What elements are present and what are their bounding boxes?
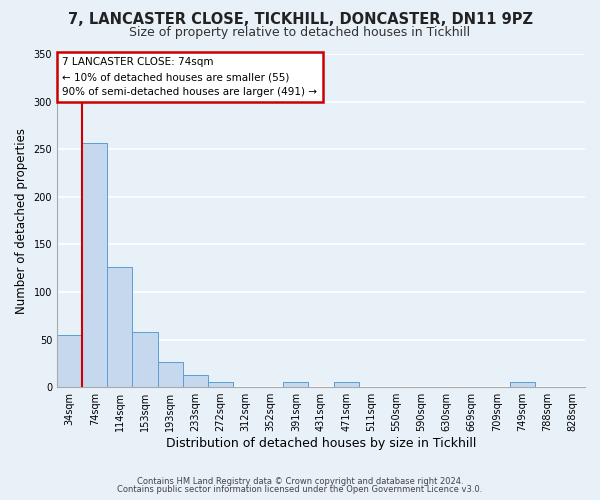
Bar (133, 332, 158, 387)
Text: 7, LANCASTER CLOSE, TICKHILL, DONCASTER, DN11 9PZ: 7, LANCASTER CLOSE, TICKHILL, DONCASTER,… (67, 12, 533, 28)
Bar (334, 382, 359, 387)
Bar (82, 142, 107, 387)
X-axis label: Distribution of detached houses by size in Tickhill: Distribution of detached houses by size … (166, 437, 476, 450)
Bar (57, 334, 82, 387)
Bar (283, 382, 308, 387)
Bar (208, 382, 233, 387)
Text: 7 LANCASTER CLOSE: 74sqm
← 10% of detached houses are smaller (55)
90% of semi-d: 7 LANCASTER CLOSE: 74sqm ← 10% of detach… (62, 58, 317, 97)
Bar (158, 362, 183, 387)
Text: Size of property relative to detached houses in Tickhill: Size of property relative to detached ho… (130, 26, 470, 39)
Text: Contains public sector information licensed under the Open Government Licence v3: Contains public sector information licen… (118, 485, 482, 494)
Bar (509, 382, 535, 387)
Text: Contains HM Land Registry data © Crown copyright and database right 2024.: Contains HM Land Registry data © Crown c… (137, 477, 463, 486)
Bar (107, 267, 133, 387)
Y-axis label: Number of detached properties: Number of detached properties (15, 128, 28, 314)
Bar (183, 374, 208, 387)
